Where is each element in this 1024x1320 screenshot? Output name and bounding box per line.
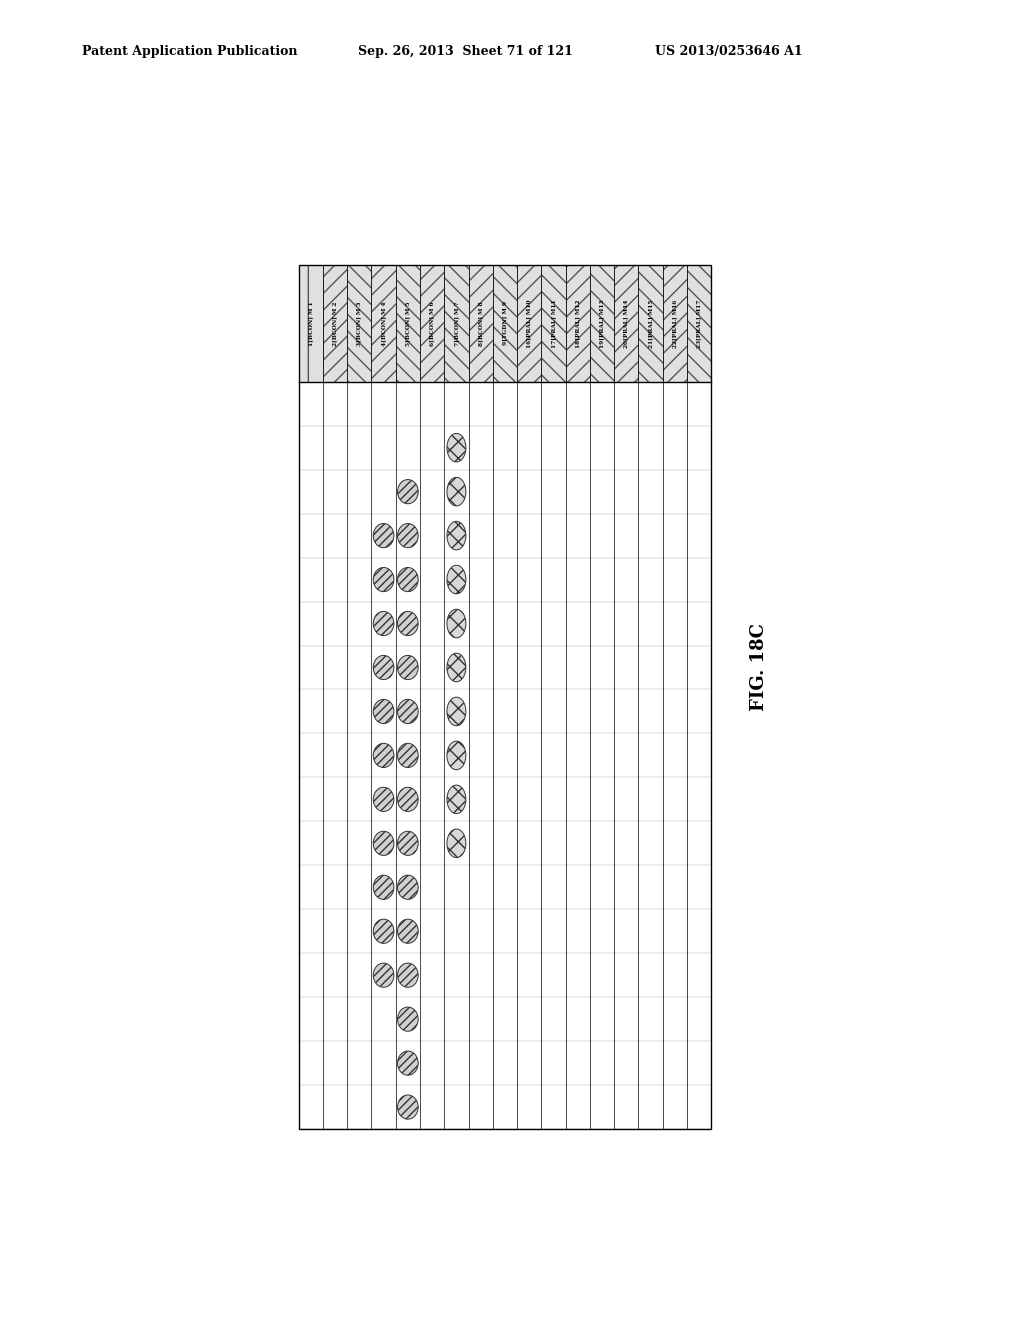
Text: 1[BCON] M 1: 1[BCON] M 1 bbox=[308, 301, 313, 346]
Bar bbox=[493, 265, 517, 381]
Bar bbox=[614, 265, 639, 381]
Text: 2[BCON] M 2: 2[BCON] M 2 bbox=[333, 301, 338, 346]
Bar bbox=[542, 265, 565, 381]
Ellipse shape bbox=[397, 479, 418, 504]
Ellipse shape bbox=[397, 700, 418, 723]
Ellipse shape bbox=[446, 829, 466, 858]
Text: Patent Application Publication: Patent Application Publication bbox=[82, 45, 297, 58]
Ellipse shape bbox=[446, 433, 466, 462]
Ellipse shape bbox=[397, 611, 418, 636]
Ellipse shape bbox=[374, 700, 394, 723]
Text: 3[BCON] M 3: 3[BCON] M 3 bbox=[356, 301, 361, 346]
Ellipse shape bbox=[446, 565, 466, 594]
Text: 22[PRAL] M16: 22[PRAL] M16 bbox=[673, 300, 678, 347]
Ellipse shape bbox=[374, 656, 394, 680]
Ellipse shape bbox=[374, 611, 394, 636]
Ellipse shape bbox=[374, 875, 394, 899]
Text: 19[PRAL] M13: 19[PRAL] M13 bbox=[600, 300, 604, 347]
Bar bbox=[639, 265, 663, 381]
Ellipse shape bbox=[397, 919, 418, 944]
Bar bbox=[299, 265, 712, 1129]
Ellipse shape bbox=[446, 521, 466, 550]
Text: Sep. 26, 2013  Sheet 71 of 121: Sep. 26, 2013 Sheet 71 of 121 bbox=[358, 45, 573, 58]
Ellipse shape bbox=[446, 610, 466, 638]
Ellipse shape bbox=[446, 697, 466, 726]
Ellipse shape bbox=[397, 1007, 418, 1031]
Bar bbox=[444, 265, 469, 381]
Text: 7[BCON] M 7: 7[BCON] M 7 bbox=[454, 301, 459, 346]
Ellipse shape bbox=[374, 787, 394, 812]
Text: FIG. 18C: FIG. 18C bbox=[750, 623, 768, 710]
Text: 9[TGDN] M 9: 9[TGDN] M 9 bbox=[503, 301, 508, 346]
Ellipse shape bbox=[446, 785, 466, 813]
Ellipse shape bbox=[397, 1051, 418, 1076]
Ellipse shape bbox=[374, 832, 394, 855]
Bar bbox=[347, 265, 372, 381]
Ellipse shape bbox=[374, 964, 394, 987]
Ellipse shape bbox=[374, 524, 394, 548]
Text: 17[PRAL] M11: 17[PRAL] M11 bbox=[551, 300, 556, 347]
Ellipse shape bbox=[374, 919, 394, 944]
Text: 6[BCON] M 6: 6[BCON] M 6 bbox=[430, 301, 434, 346]
Text: 21[PRAL] M15: 21[PRAL] M15 bbox=[648, 300, 653, 347]
Ellipse shape bbox=[397, 832, 418, 855]
Ellipse shape bbox=[397, 524, 418, 548]
Ellipse shape bbox=[446, 478, 466, 506]
Ellipse shape bbox=[397, 1096, 418, 1119]
Bar bbox=[299, 265, 323, 381]
Ellipse shape bbox=[446, 741, 466, 770]
Bar bbox=[565, 265, 590, 381]
Bar bbox=[517, 265, 542, 381]
Ellipse shape bbox=[374, 568, 394, 591]
Text: 18[PRAL] M12: 18[PRAL] M12 bbox=[575, 300, 581, 347]
Ellipse shape bbox=[397, 656, 418, 680]
Bar bbox=[372, 265, 395, 381]
Text: 16[PRAL] M10: 16[PRAL] M10 bbox=[526, 300, 531, 347]
Bar bbox=[395, 265, 420, 381]
Text: 20[PRAL] M14: 20[PRAL] M14 bbox=[624, 300, 629, 347]
Bar bbox=[420, 265, 444, 381]
Ellipse shape bbox=[397, 875, 418, 899]
Ellipse shape bbox=[397, 964, 418, 987]
Ellipse shape bbox=[374, 743, 394, 767]
Text: 4[BCON] M 4: 4[BCON] M 4 bbox=[381, 301, 386, 346]
Text: US 2013/0253646 A1: US 2013/0253646 A1 bbox=[655, 45, 803, 58]
Text: 5[BCON] M 5: 5[BCON] M 5 bbox=[406, 301, 411, 346]
Ellipse shape bbox=[397, 743, 418, 767]
Bar bbox=[469, 265, 493, 381]
Ellipse shape bbox=[446, 653, 466, 681]
Ellipse shape bbox=[397, 568, 418, 591]
Text: 8[BCON] M 8: 8[BCON] M 8 bbox=[478, 301, 483, 346]
Bar bbox=[687, 265, 712, 381]
Bar bbox=[323, 265, 347, 381]
Bar bbox=[663, 265, 687, 381]
Ellipse shape bbox=[397, 787, 418, 812]
Text: 23[PRAL] M17: 23[PRAL] M17 bbox=[696, 300, 701, 347]
Bar bbox=[590, 265, 614, 381]
